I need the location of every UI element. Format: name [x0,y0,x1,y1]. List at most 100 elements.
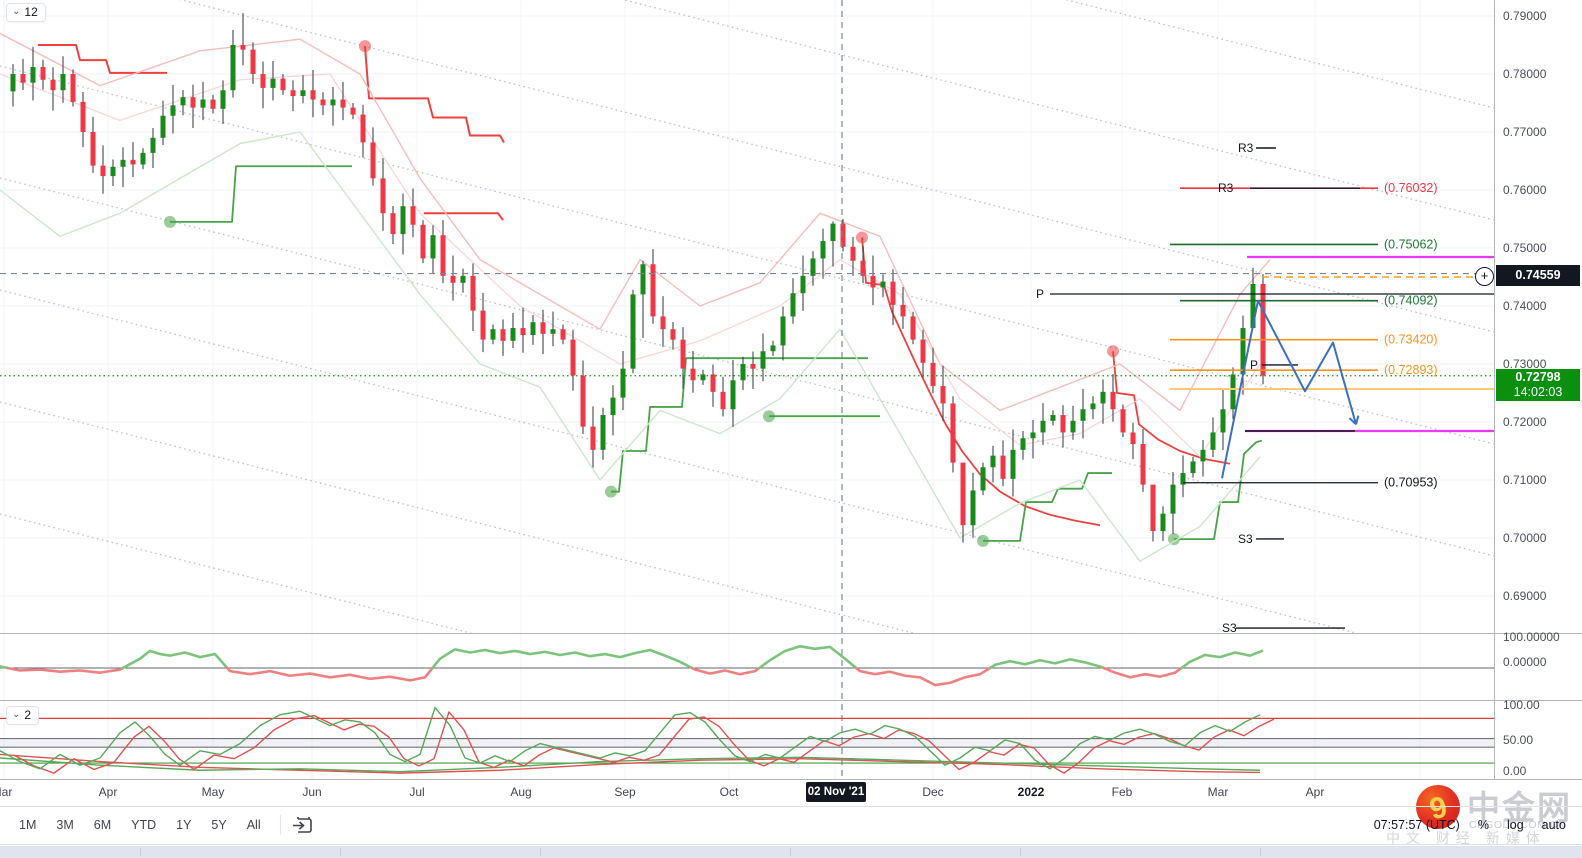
add-alert-plus-button[interactable]: + [1475,267,1494,286]
red-step-d-marker [1107,345,1119,358]
price-axis-tick: 0.70000 [1503,531,1547,545]
pink-band-upper [0,32,1271,412]
pane1-axis-tick: 100.00000 [1503,630,1560,644]
time-axis-label: Oct [719,785,739,799]
price-axis[interactable]: 0.79000 0.78000 0.77000 0.76000 0.75000 0.740… [1495,0,1582,780]
chevron-down-icon: ⌄ [12,709,21,720]
scrollbar-tick [540,848,541,856]
red-step-c-marker [856,231,868,244]
bar-countdown: 14:02:03 [1513,385,1563,399]
range-button-all[interactable]: All [246,818,261,832]
scrollbar-tick [790,848,791,856]
percent-scale-toggle[interactable]: % [1477,818,1489,832]
time-axis-label: May [201,785,225,799]
pink-band-mid [0,73,1261,458]
green-step-e [1174,439,1263,541]
pane1-oscillator [0,644,1494,687]
time-axis-label: Apr [1305,785,1325,799]
time-axis-label: Dec [922,785,944,799]
crosshair [0,0,1494,779]
red-step-b-marker [359,40,371,53]
main-pane-legend-count: 12 [24,5,38,19]
scrollbar-tick [1260,848,1261,856]
pivot-text-label: S3 [1222,621,1237,635]
toolbar-divider [279,815,281,835]
green-step-e-marker [1168,533,1180,546]
range-button-3m[interactable]: 3M [56,818,74,832]
green-step-a [170,165,352,223]
pivot-value-label: (0.73420) [1384,333,1438,347]
pivot-value-label: (0.76032) [1384,181,1438,195]
price-axis-tick: 0.79000 [1503,9,1547,23]
pivot-text-label: P [1250,358,1258,372]
range-button-1y[interactable]: 1Y [176,818,192,832]
price-axis-tick: 0.74000 [1503,299,1547,313]
calendar-goto-icon [292,817,312,833]
pane2-legend-toggle[interactable]: ⌄ 2 [6,706,40,725]
go-to-date-button[interactable] [291,815,313,835]
pivot-value-label: (0.74092) [1384,294,1438,308]
time-axis-label: Jun [302,785,322,799]
range-button-ytd[interactable]: YTD [131,818,157,832]
watermark-tagline-text: 中文 财经 新媒体 [1386,830,1546,846]
green-step-d [983,472,1112,542]
time-axis-label: Feb [1111,785,1133,799]
price-axis-tick: 0.73000 [1503,357,1547,371]
log-scale-toggle[interactable]: log [1506,818,1524,832]
green-band-lower [0,131,1261,562]
time-axis[interactable]: 02 Nov '21 Mar Apr May Jun Jul Aug Sep Oct Dec 20… [0,780,1582,806]
date-range-buttons: 1M 3M 6M YTD 1Y 5Y All [10,807,313,843]
pane2-axis-tick: 100.00 [1503,698,1540,712]
range-button-1m[interactable]: 1M [19,818,37,832]
green-step-d-marker [977,534,989,547]
pane2-axis-tick: 0.00 [1503,764,1527,778]
main-pane-legend-toggle[interactable]: ⌄ 12 [6,3,46,22]
green-step-b [611,357,868,493]
price-axis-tick: 0.69000 [1503,589,1547,603]
pane-separators [0,0,1582,780]
scrollbar-tick [340,848,341,856]
pivot-text-label: R3 [1218,181,1234,195]
bottom-toolbar: 1M 3M 6M YTD 1Y 5Y All 07:57:57 (UTC) % log au… [0,806,1582,845]
red-step-c [861,237,1101,527]
current-price-value: 0.72798 [1515,370,1561,384]
chevron-down-icon: ⌄ [12,6,21,17]
candlestick-series [10,13,1266,543]
time-axis-label: Apr [98,785,118,799]
time-axis-label: Aug [510,785,532,799]
watermark-domain-text: CNGOLD.COM.CN [1469,819,1566,831]
price-axis-tick: 0.78000 [1503,67,1547,81]
pane2-axis-tick: 50.00 [1503,733,1534,747]
time-axis-label: Sep [614,785,636,799]
pivot-text-label: P [1036,287,1044,301]
watermark-brand-text: 中金网 [1467,789,1572,826]
price-axis-tick: 0.71000 [1503,473,1547,487]
green-step-a-marker [164,215,176,228]
arrow-head [1348,415,1360,426]
time-axis-label: Mar [1207,785,1229,799]
cngold-logo-icon: 9 [1416,785,1460,829]
clock-utc[interactable]: 07:57:57 (UTC) [1373,818,1460,832]
range-button-6m[interactable]: 6M [93,818,112,832]
overlay-lines [0,32,1271,562]
time-axis-label: Jul [409,785,425,799]
price-axis-tick: 0.75000 [1503,241,1547,255]
chart-canvas[interactable]: (0.76032) (0.75062) (0.74092) (0.73420) (0.7… [0,0,1582,780]
scrollbar-tick [140,848,141,856]
time-axis-label: Mar [0,785,13,799]
pane2-legend-count: 2 [24,708,32,722]
horizontal-scrollbar[interactable] [0,846,1582,858]
pivot-text-label: R3 [1238,141,1254,155]
red-step-a [38,44,167,74]
red-step-b [364,46,505,143]
crosshair-price-label: 0.74559 [1496,265,1580,286]
scrollbar-tick [1020,848,1021,856]
crosshair-date-label: 02 Nov '21 [806,782,866,802]
range-button-5y[interactable]: 5Y [211,818,227,832]
pivot-text-label: S3 [1238,532,1253,546]
green-step-c-marker [763,410,775,423]
regression-channel-lines [0,0,1494,633]
auto-scale-toggle[interactable]: auto [1541,818,1566,832]
pivot-level-lines: (0.76032) (0.75062) (0.74092) (0.73420) (0.7… [0,141,1494,635]
pivot-value-label: (0.72893) [1384,363,1438,377]
